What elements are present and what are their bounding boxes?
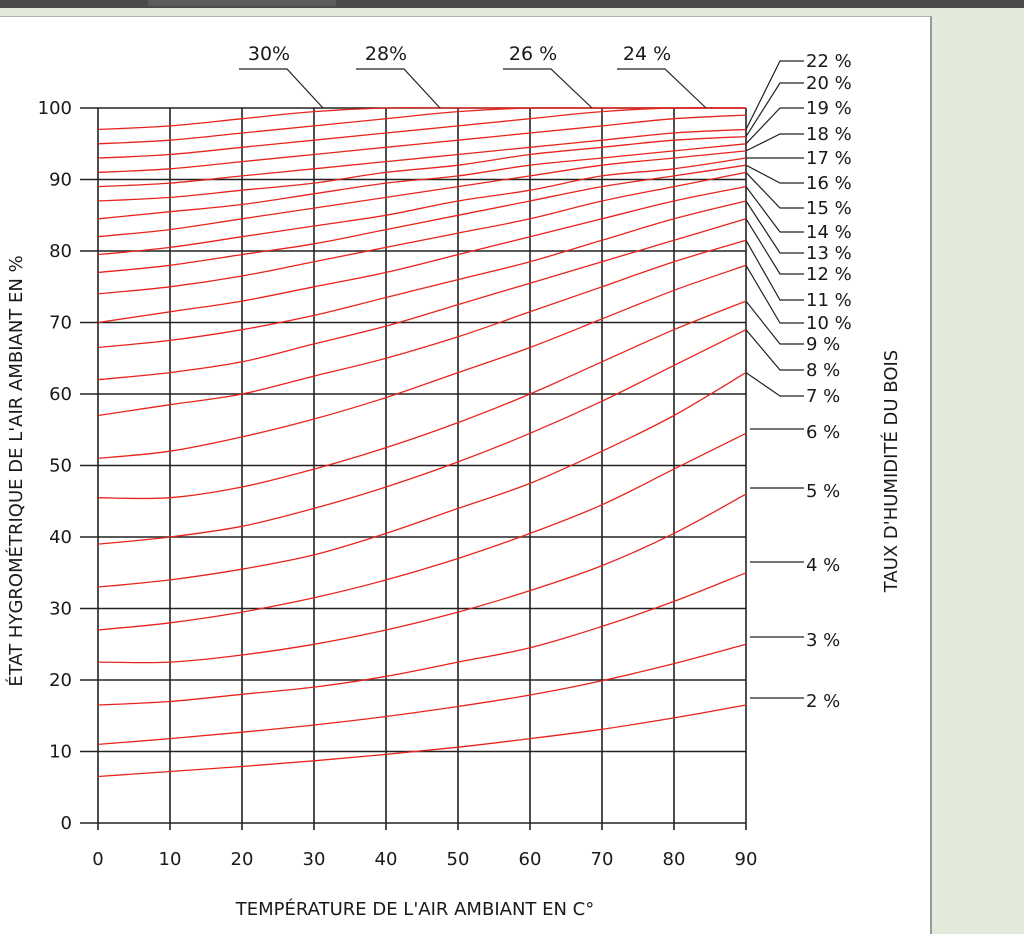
series-labels: 30% 28% 26 % 24 % 22 %20 % 19 % 18 % 17 % 16 % 15… [248,43,852,712]
moisture-curve [97,372,747,588]
moisture-curve [97,218,747,381]
x-axis-label: TEMPÉRATURE DE L'AIR AMBIANT EN C° [235,898,595,920]
axis-ticks: 0 10 20 30 40 50 60 70 80 90 0 10 20 30 40 50 60 70 80 90 10… [38,98,758,870]
right-series-label: 8 % [806,360,840,381]
y-tick-label: 0 [61,813,72,834]
x-tick-label: 50 [447,849,470,870]
moisture-curves [97,107,747,778]
right-series-label: 6 % [806,422,840,443]
label-leader [745,218,804,275]
y-tick-label: 80 [49,241,72,262]
moisture-curve [97,572,747,706]
label-leader [356,68,441,109]
right-series-label: 18 % [806,124,852,145]
right-series-label: 5 % [806,481,840,502]
label-leader [617,68,707,109]
label-leader [745,264,804,324]
y-tick-label: 60 [49,384,72,405]
right-series-label: 22 % [806,51,852,72]
moisture-curve [97,164,747,274]
moisture-curve [97,185,747,324]
right-series-label: 17 % [806,148,852,169]
moisture-curve [97,107,747,145]
right-series-label: 7 % [806,386,840,407]
label-leader [745,164,804,184]
label-leader [745,300,804,345]
moisture-curve [97,704,747,778]
x-tick-label: 70 [591,849,614,870]
y-tick-label: 30 [49,599,72,620]
label-leader [745,329,804,371]
x-tick-label: 40 [375,849,398,870]
window-top-bar [0,0,1024,8]
moisture-curve [97,107,747,159]
y-tick-label: 40 [49,527,72,548]
label-leader [745,372,804,397]
right-series-label: 13 % [806,243,852,264]
moisture-curve [97,432,747,631]
label-leader [745,171,804,209]
x-tick-label: 60 [519,849,542,870]
right-series-label: 11 % [806,290,852,311]
right-series-label: 16 % [806,173,852,194]
moisture-curve [97,157,747,256]
top-series-label: 28% [365,43,407,65]
label-leader [745,200,804,254]
label-leader [503,68,593,109]
chart-card: 0 10 20 30 40 50 60 70 80 90 0 10 20 30 40 50 60 70 80 90 10… [0,16,932,934]
moisture-curve [97,264,747,459]
label-leader [745,133,804,152]
right-series-label: 4 % [806,555,840,576]
right-series-label: 15 % [806,198,852,219]
right-series-label: 20 % [806,73,852,94]
y-tick-label: 10 [49,742,72,763]
top-series-label: 26 % [509,43,557,65]
x-tick-label: 30 [303,849,326,870]
y-tick-label: 90 [49,170,72,191]
moisture-curve [97,329,747,545]
y-tick-label: 70 [49,313,72,334]
top-series-label: 24 % [623,43,671,65]
right-series-label: 14 % [806,222,852,243]
label-leader [745,186,804,233]
moisture-curve [97,135,747,202]
moisture-curve [97,107,747,131]
moisture-curve [97,171,747,295]
right-series-label: 9 % [806,334,840,355]
moisture-curve [97,239,747,417]
right-series-label: 2 % [806,691,840,712]
right-series-label: 3 % [806,630,840,651]
x-tick-label: 90 [735,849,758,870]
right-series-label: 10 % [806,313,852,334]
moisture-curve [97,143,747,220]
grid-lines [80,107,747,830]
label-leader [239,68,324,109]
wood-moisture-axis-label: TAUX D'HUMIDITÉ DU BOIS [880,350,902,593]
x-tick-label: 80 [663,849,686,870]
label-leader-lines [239,60,804,699]
top-series-label: 30% [248,43,290,65]
label-leader [745,107,804,145]
moisture-curve [97,643,747,746]
y-tick-label: 50 [49,456,72,477]
moisture-curve [97,128,747,188]
label-leader [745,82,804,137]
moisture-curve [97,200,747,349]
y-axis-label: ÉTAT HYGROMÉTRIQUE DE L'AIR AMBIANT EN % [5,255,27,686]
label-leader [745,240,804,301]
moisture-curve [97,150,747,238]
moisture-curve [97,493,747,664]
x-tick-label: 0 [92,849,103,870]
y-tick-label: 20 [49,670,72,691]
right-series-label: 12 % [806,264,852,285]
y-tick-label: 100 [38,98,72,119]
moisture-curve [97,300,747,500]
wood-moisture-chart: 0 10 20 30 40 50 60 70 80 90 0 10 20 30 40 50 60 70 80 90 10… [5,43,902,920]
right-series-label: 19 % [806,98,852,119]
label-leader [745,60,804,130]
moisture-curve [97,114,747,174]
window-tab [148,0,336,6]
x-tick-label: 10 [159,849,182,870]
x-tick-label: 20 [231,849,254,870]
